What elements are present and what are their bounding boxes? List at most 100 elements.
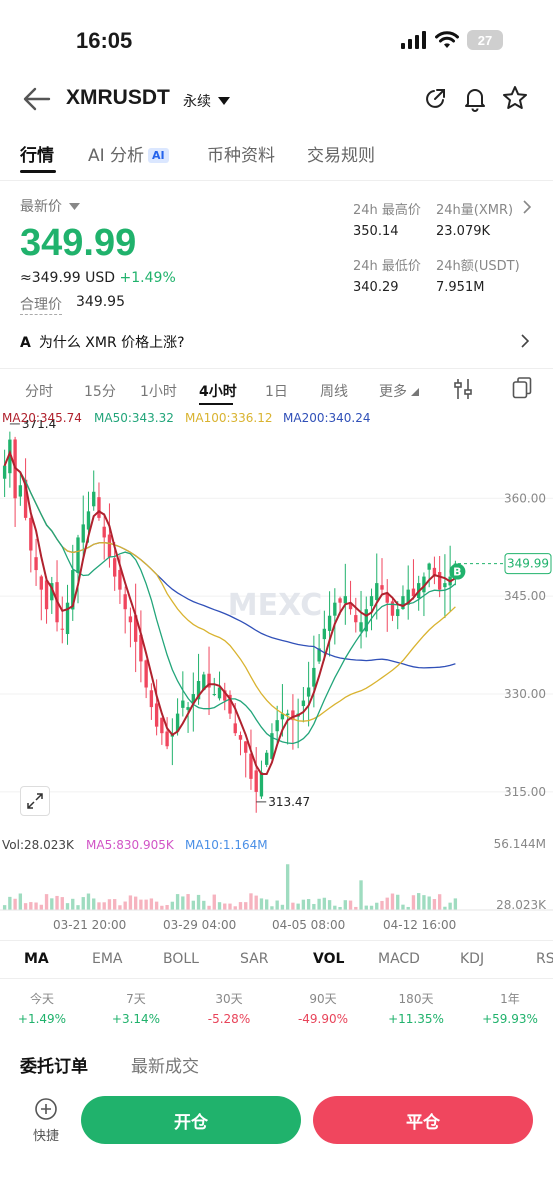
indicator-settings-icon[interactable] [453,378,473,400]
volume-bar [285,864,290,910]
candle-body [139,634,143,662]
tab-ai-analysis[interactable]: AI 分析 AI [88,141,169,166]
timeframe-1d[interactable]: 1日 [265,384,288,400]
volume-bar [380,900,384,910]
candle-body [123,594,127,610]
candle-body [207,673,211,688]
candle-body [29,517,33,551]
chevron-right-icon[interactable] [523,200,531,214]
tab-latest-trades[interactable]: 最新成交 [131,1057,199,1077]
battery-icon: 27 [467,30,503,50]
indicator-ma[interactable]: MA [24,951,49,967]
bell-icon[interactable] [463,86,487,112]
volume-bar [265,899,269,910]
candle-body [202,674,206,691]
x-axis-label: 03-29 04:00 [163,918,237,932]
volume-bar [123,901,127,910]
volume-bar [254,895,258,910]
timeframe-4h[interactable]: 4小时 [199,384,237,400]
volume-bar [301,899,306,910]
indicator-vol[interactable]: VOL [313,951,345,967]
candle-body [128,616,133,623]
why-price-up-row[interactable]: A 为什么 XMR 价格上涨? [20,335,185,351]
tab-coin-info[interactable]: 币种资料 [207,146,275,166]
candle-body [23,479,28,518]
volume-bar [212,894,216,910]
timeframe-more[interactable]: 更多 [379,381,420,401]
ma20-line [3,449,456,775]
status-icons: 27 [401,30,503,50]
indicator-boll[interactable]: BOLL [163,951,199,967]
volume-bar [448,902,452,910]
latest-price-label[interactable]: 最新价 [20,196,81,216]
candle-body [65,602,70,635]
ma20-legend: MA20:345.74 [2,411,82,425]
ma200-legend: MA200:340.24 [283,411,371,425]
share-icon[interactable] [423,87,447,111]
volume-value: 23.079K [436,224,491,239]
status-time: 16:05 [76,28,133,53]
volume-bar [207,905,211,910]
tab-orders[interactable]: 委托订单 [20,1057,88,1077]
volume-bar [81,897,85,910]
candle-body [144,660,148,688]
candle-body [81,524,85,543]
chevron-right-icon[interactable] [521,334,529,348]
volume-bar [13,898,17,910]
volume-bar [327,900,332,910]
back-arrow-icon[interactable] [22,86,52,112]
volume-bar [128,895,133,910]
close-position-button[interactable]: 平仓 [313,1096,533,1144]
indicator-macd[interactable]: MACD [378,951,420,967]
amount-label: 24h额(USDT) [436,259,520,274]
ma100-legend: MA100:336.12 [185,411,273,425]
volume-bar [296,903,300,910]
volume-bar [312,903,316,910]
quick-button[interactable]: 快捷 [28,1097,64,1144]
timeframe-1h[interactable]: 1小时 [140,384,177,400]
volume-bar [34,902,38,910]
candle-body [254,770,258,792]
price-chart[interactable]: MEXC 360.00 345.00 330.00 315.00 371.4 313.4… [0,420,553,920]
indicator-kdj[interactable]: KDJ [460,951,485,967]
tab-trading-rules[interactable]: 交易规则 [307,146,375,166]
candle-body [102,526,106,538]
volume-bar [385,897,389,910]
volume-bar [443,906,447,910]
pair-symbol[interactable]: XMRUSDT [66,86,170,109]
candle-body [165,731,169,747]
volume-ma5-legend: MA5:830.905K [86,838,174,852]
volume-bar [107,899,112,910]
contract-type[interactable]: 永续 [183,91,231,111]
candle-body [181,700,185,708]
wifi-icon [435,31,459,48]
x-axis-label: 03-21 20:00 [53,918,127,932]
tab-market[interactable]: 行情 [20,146,54,166]
candle-body [160,717,164,734]
perf-value: +3.14% [111,1012,161,1026]
volume-bar [338,906,342,910]
timeframe-week[interactable]: 周线 [320,384,348,400]
volume-bar [233,906,237,910]
fair-price-label[interactable]: 合理价 [20,294,62,315]
candle-body [364,609,368,632]
volume-bar [23,903,28,910]
expand-icon [27,793,43,809]
candle-body [34,557,38,571]
candle-body [275,720,279,732]
open-position-button[interactable]: 开仓 [81,1096,301,1144]
timeframe-line[interactable]: 分时 [25,384,53,400]
star-icon[interactable] [502,85,528,111]
indicator-ema[interactable]: EMA [92,951,123,967]
ma200-line [3,450,456,669]
indicator-rsi[interactable]: RS [536,951,553,967]
price-axis-label: 330.00 [504,687,546,701]
caret-down-icon [69,203,81,210]
volume-bar [149,898,154,910]
copy-layout-icon[interactable] [512,377,532,399]
ma50-legend: MA50:343.32 [94,411,174,425]
change-percent: +1.49% [119,270,176,286]
indicator-sar[interactable]: SAR [240,951,269,967]
fullscreen-button[interactable] [20,786,50,816]
timeframe-15m[interactable]: 15分 [84,384,116,400]
